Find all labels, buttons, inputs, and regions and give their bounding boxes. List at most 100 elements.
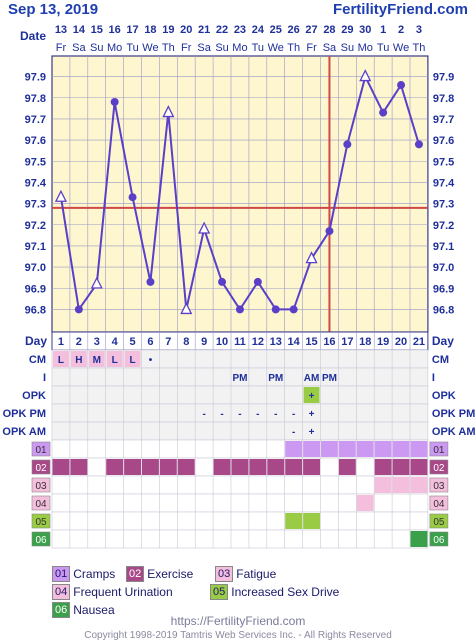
- weekday-label: Fr: [181, 42, 192, 54]
- y-tick-left: 96.9: [25, 283, 46, 295]
- day-number: 11: [234, 336, 246, 348]
- day-number: 1: [58, 336, 64, 348]
- symptom-cell: [410, 477, 428, 493]
- temperature-point: [128, 193, 137, 202]
- day-number: 15: [305, 336, 317, 348]
- day-number: 7: [165, 336, 171, 348]
- symptom-code-box: [31, 531, 51, 547]
- legend-label-04: Frequent Urination: [73, 585, 173, 599]
- cm-cell: [124, 351, 141, 367]
- y-tick-right: 97.7: [433, 114, 454, 126]
- date-label: 16: [109, 24, 121, 36]
- plot-area: [51, 55, 429, 333]
- day-number: 17: [341, 336, 353, 348]
- obs-value: -: [202, 409, 205, 420]
- symptom-code-box-right: [429, 441, 449, 457]
- y-tick-right: 97.1: [433, 241, 454, 253]
- weekday-label: Fr: [306, 42, 317, 54]
- temperature-point: [289, 305, 298, 314]
- date-label: 27: [305, 24, 317, 36]
- symptom-cell: [321, 441, 338, 457]
- legend-item-06: 06 Nausea: [52, 602, 115, 618]
- legend-swatch-06: 06: [52, 602, 71, 618]
- legend-label-05: Increased Sex Drive: [231, 585, 340, 599]
- symptom-code-box: [31, 495, 51, 511]
- footer-copyright: Copyright 1998-2019 Tamtris Web Services…: [84, 630, 392, 641]
- day-number: 2: [76, 336, 82, 348]
- symptom-code-right: 05: [433, 517, 445, 528]
- obs-value: M: [93, 355, 101, 366]
- y-tick-left: 97.2: [25, 220, 46, 232]
- date-label: 3: [416, 24, 422, 36]
- legend-swatch-01: 01: [52, 566, 71, 582]
- symptom-code-box-right: [429, 477, 449, 493]
- symptom-code-box: [31, 513, 51, 529]
- symptom-row: [51, 511, 429, 531]
- day-number: 10: [216, 336, 228, 348]
- header-site[interactable]: FertilityFriend.com: [332, 1, 468, 18]
- temperature-point: [110, 97, 119, 106]
- symptom-cell: [285, 441, 303, 457]
- legend-item-04: 04 Frequent Urination: [52, 584, 173, 600]
- temperature-point: [359, 69, 372, 82]
- weekday-label: Mo: [232, 42, 247, 54]
- date-label: 22: [216, 24, 228, 36]
- weekday-label: We: [393, 42, 409, 54]
- y-tick-left: 97.9: [25, 72, 46, 84]
- temperature-point: [90, 276, 103, 289]
- legend-label-03: Fatigue: [236, 567, 277, 581]
- symptom-cell: [410, 531, 428, 547]
- symptom-code: 05: [35, 517, 47, 528]
- obs-row-label: OPK: [22, 390, 46, 402]
- y-tick-left: 96.8: [25, 304, 46, 316]
- footer-url[interactable]: https://FertilityFriend.com: [170, 614, 306, 628]
- day-number: 19: [377, 336, 389, 348]
- symptom-code-right: 04: [433, 499, 445, 510]
- symptom-code: 02: [35, 463, 47, 474]
- symptom-cell: [177, 459, 195, 475]
- obs-row: [51, 421, 429, 441]
- opk-positive-cell: [303, 387, 320, 403]
- y-tick-right: 96.9: [433, 283, 454, 295]
- y-tick-left: 97.4: [25, 177, 47, 189]
- temperature-point: [162, 105, 175, 118]
- symptom-code-box-right: [429, 459, 449, 475]
- weekday-label: Su: [341, 42, 354, 54]
- legend-label-02: Exercise: [147, 567, 194, 581]
- day-number: 6: [147, 336, 153, 348]
- weekday-label: Su: [215, 42, 228, 54]
- legend-swatch-03: 03: [215, 566, 234, 582]
- legend-label-06: Nausea: [73, 603, 115, 617]
- date-label: 14: [73, 24, 86, 36]
- legend-item-05: 05 Increased Sex Drive: [210, 584, 339, 600]
- symptom-cell: [374, 477, 392, 493]
- symptom-cell: [410, 441, 428, 457]
- symptom-cell: [338, 459, 356, 475]
- cm-cell: [70, 351, 87, 367]
- day-number: 14: [288, 336, 301, 348]
- temperature-point: [305, 251, 318, 264]
- day-number: 16: [323, 336, 335, 348]
- obs-value: +: [309, 409, 315, 420]
- date-label: 25: [270, 24, 282, 36]
- date-label: 29: [341, 24, 353, 36]
- obs-value: +: [309, 391, 315, 402]
- obs-value: AM: [304, 373, 320, 384]
- y-tick-left: 97.7: [25, 114, 46, 126]
- obs-row-label-right: CM: [432, 354, 449, 366]
- y-tick-right: 97.9: [433, 72, 454, 84]
- y-tick-left: 97.1: [25, 241, 46, 253]
- temperature-point: [325, 227, 334, 236]
- legend-swatch-05: 05: [210, 584, 229, 600]
- day-number: 18: [359, 336, 371, 348]
- weekday-label: Mo: [358, 42, 373, 54]
- obs-value: L: [129, 355, 135, 366]
- symptom-code-box-right: [429, 495, 449, 511]
- date-label: 30: [359, 24, 371, 36]
- weekday-label: Th: [287, 42, 300, 54]
- symptom-code-box: [31, 477, 51, 493]
- symptom-cell: [392, 441, 410, 457]
- symptom-code: 03: [35, 481, 47, 492]
- symptom-cell: [410, 459, 428, 475]
- y-tick-left: 97.6: [25, 135, 46, 147]
